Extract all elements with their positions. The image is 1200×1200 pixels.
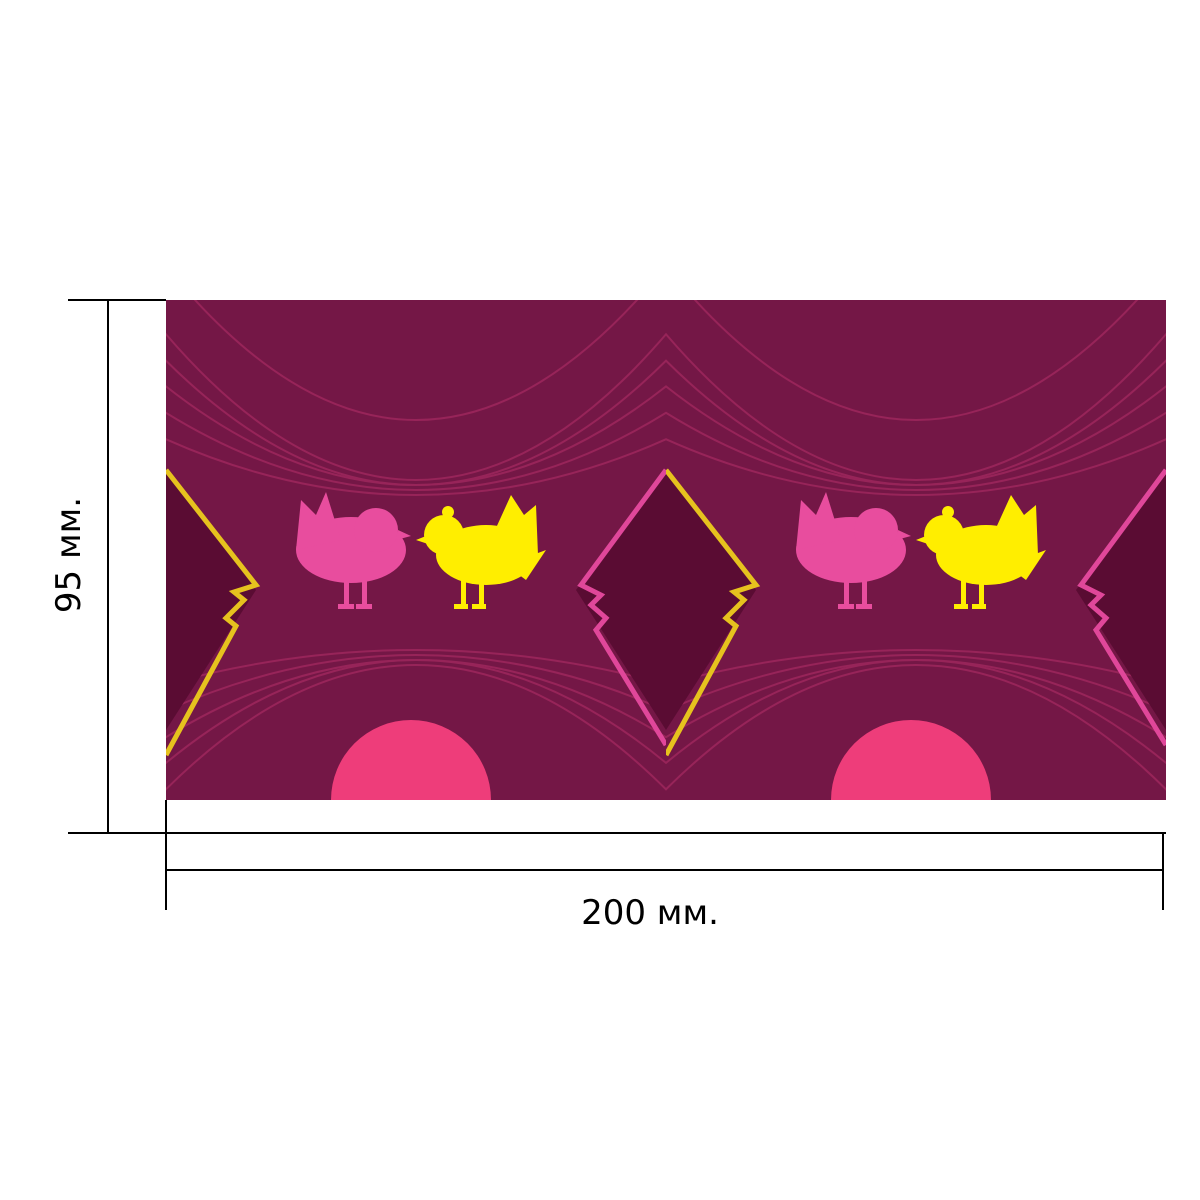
dimension-lines — [68, 299, 1166, 910]
width-label: 200 мм. — [581, 893, 719, 933]
pattern-artwork — [146, 290, 1186, 810]
height-label: 95 мм. — [49, 497, 89, 613]
